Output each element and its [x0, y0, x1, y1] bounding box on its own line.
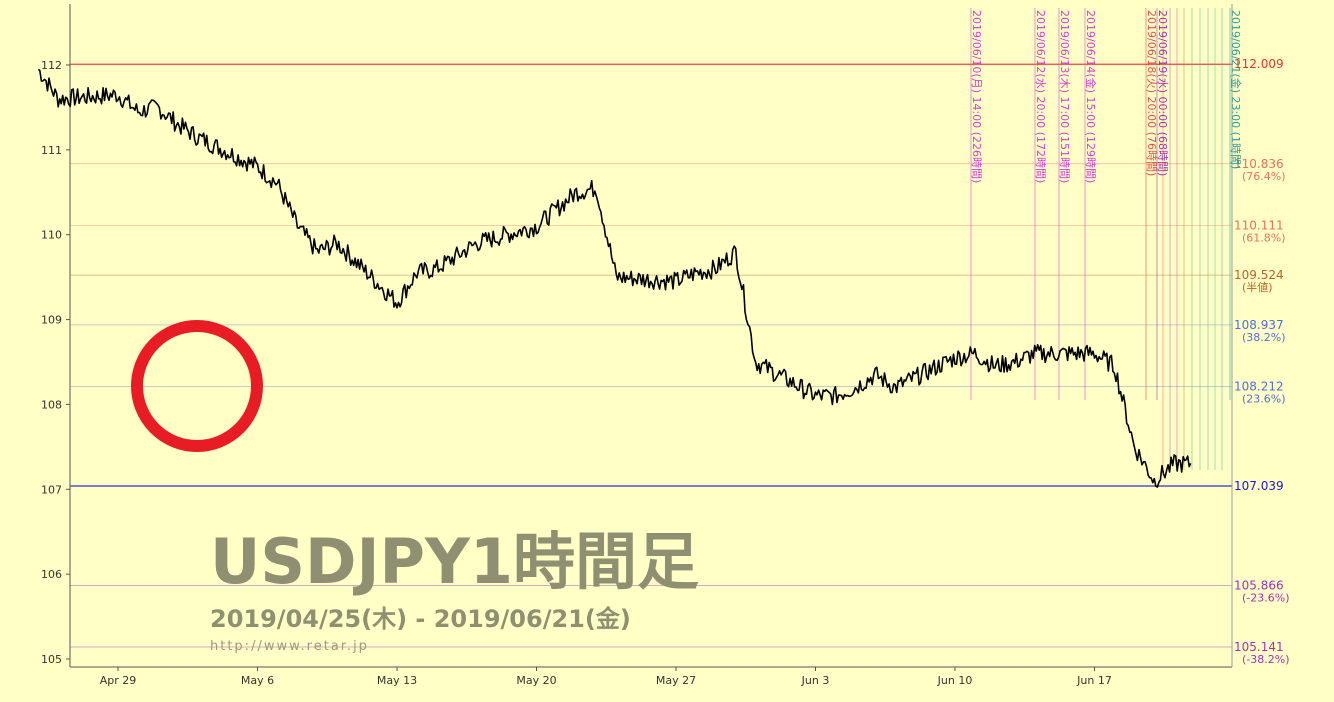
- y-tick-label: 109: [41, 314, 62, 327]
- y-tick-label: 110: [41, 229, 62, 242]
- chart-source: http://www.retar.jp: [210, 639, 369, 654]
- y-tick-label: 108: [41, 398, 62, 411]
- time-marker-label: 2019/06/13(木) 17:00 (151時間): [1058, 10, 1071, 183]
- x-tick-label: Jun 17: [1076, 674, 1112, 687]
- price-series: [37, 68, 1192, 488]
- time-marker-label: 2019/06/14(金) 15:00 (129時間): [1084, 10, 1098, 183]
- highlight-circle-annotation: [131, 320, 263, 452]
- y-tick-label: 106: [41, 568, 62, 581]
- chart-title: USDJPY1時間足: [210, 525, 699, 598]
- level-label: 110.111: [1234, 218, 1284, 232]
- time-marker-label: 2019/06/12(水) 20:00 (172時間): [1034, 10, 1047, 183]
- price-line: [37, 68, 1192, 488]
- y-tick-label: 112: [41, 59, 62, 72]
- chart-subtitle: 2019/04/25(木) - 2019/06/21(金): [210, 605, 631, 633]
- level-sublabel: (-23.6%): [1242, 592, 1290, 605]
- x-tick-label: Jun 10: [937, 674, 973, 687]
- x-tick-label: May 13: [377, 674, 417, 687]
- x-tick-label: May 20: [516, 674, 556, 687]
- watermark: USDJPY1時間足 2019/04/25(木) - 2019/06/21(金)…: [210, 525, 699, 654]
- level-label: 109.524: [1234, 268, 1284, 282]
- level-sublabel: (61.8%): [1242, 231, 1286, 244]
- y-tick-label: 105: [41, 653, 62, 666]
- time-marker-label: 2019/06/10(月) 14:00 (226時間): [970, 10, 983, 183]
- level-sublabel: (23.6%): [1242, 392, 1286, 405]
- level-sublabel: (38.2%): [1242, 331, 1286, 344]
- level-label: 105.866: [1234, 579, 1284, 593]
- level-label: 110.836: [1234, 157, 1284, 171]
- x-tick-label: May 6: [241, 674, 274, 687]
- level-label: 108.212: [1234, 379, 1284, 393]
- level-sublabel: (76.4%): [1242, 170, 1286, 183]
- y-tick-label: 107: [41, 483, 62, 496]
- x-tick-label: Jun 3: [801, 674, 830, 687]
- time-markers: 2019/06/10(月) 14:00 (226時間) 2019/06/12(水)…: [970, 8, 1243, 470]
- time-marker-label: 2019/06/18(火) 20:00 (76時間): [1145, 10, 1158, 176]
- level-label: 105.141: [1234, 640, 1284, 654]
- level-sublabel: (半値): [1242, 280, 1273, 294]
- axes: 105 106 107 108 109 110 111 112 Apr 29 May 6 May 1…: [41, 4, 1233, 687]
- time-marker-label: 2019/06/21(金) 23:00 (1時間): [1229, 10, 1243, 169]
- level-label: 108.937: [1234, 318, 1284, 332]
- fibonacci-levels: 112.009 110.836(76.4%) 110.111(61.8%) 109.5…: [70, 57, 1290, 666]
- level-label: 107.039: [1234, 479, 1284, 493]
- y-tick-label: 111: [41, 144, 62, 157]
- x-tick-label: Apr 29: [100, 674, 137, 687]
- time-marker-label: 2019/06/19(水) 00:00 (68時間): [1156, 10, 1169, 176]
- x-tick-label: May 27: [656, 674, 696, 687]
- level-label: 112.009: [1234, 57, 1284, 71]
- level-sublabel: (-38.2%): [1242, 653, 1290, 666]
